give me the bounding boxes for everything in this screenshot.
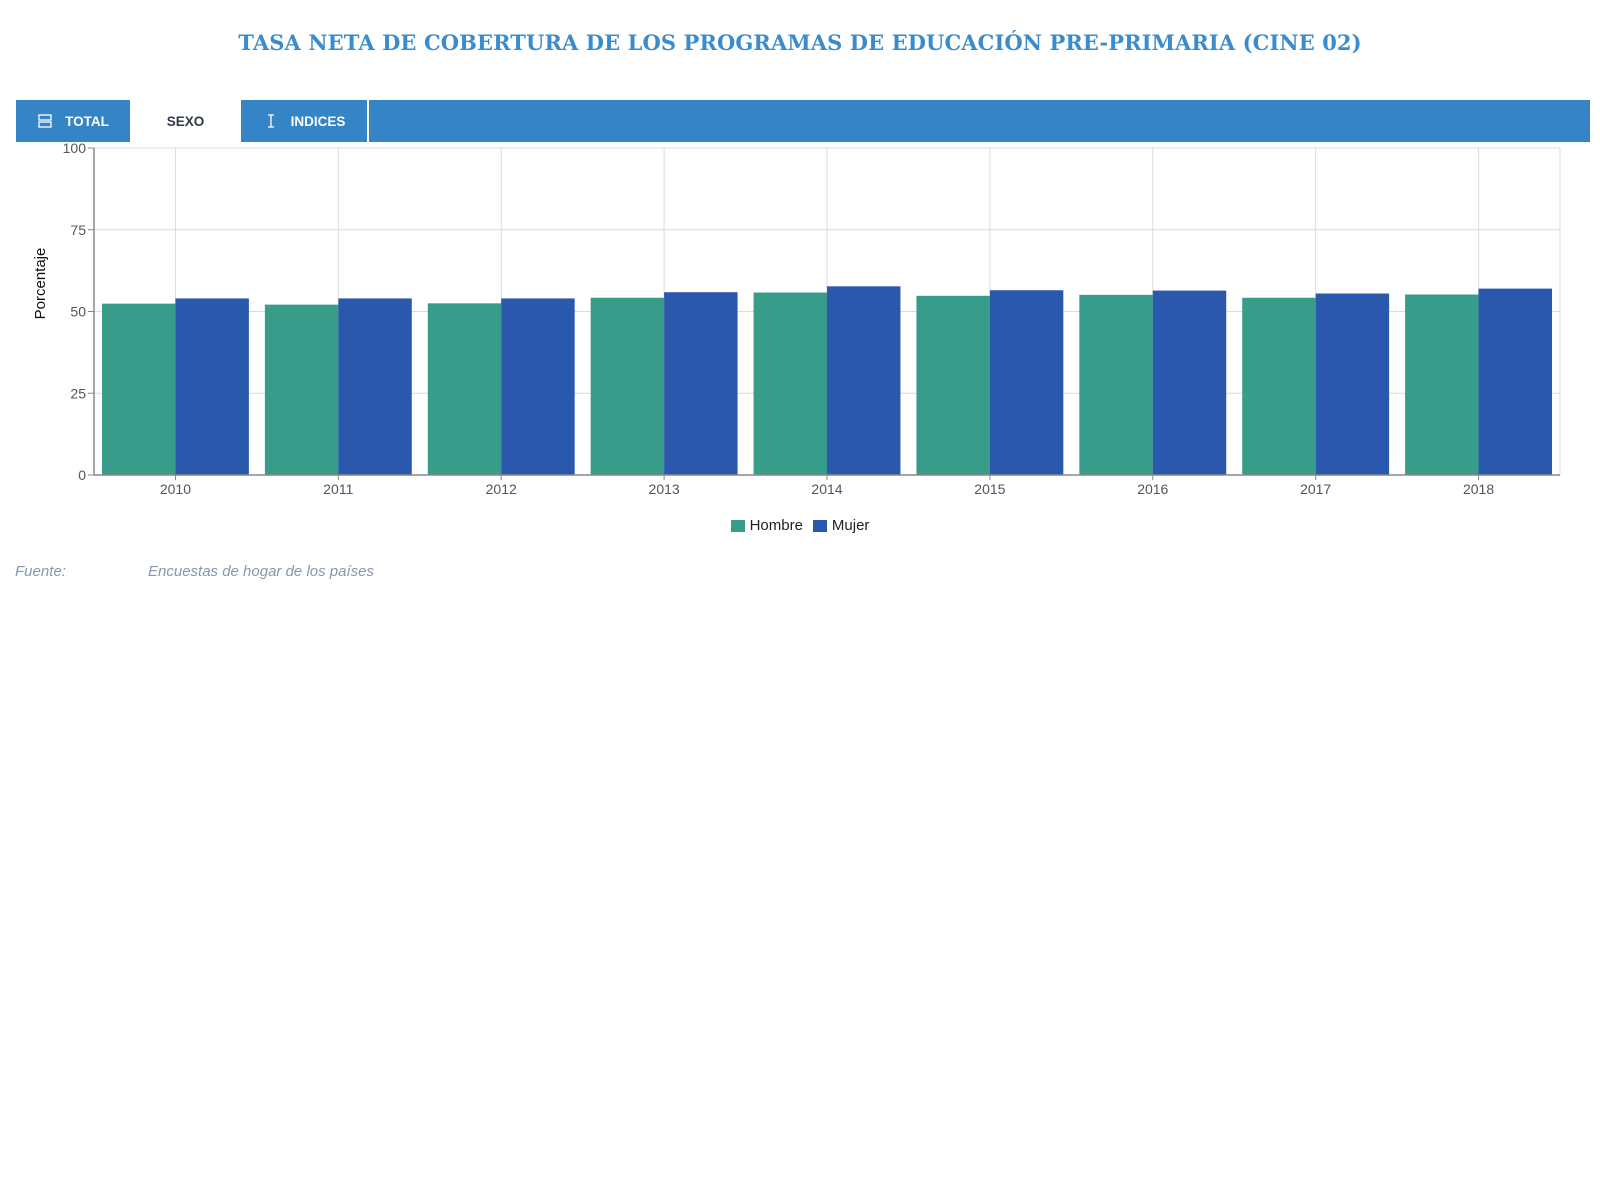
- tab-total-label: TOTAL: [65, 113, 109, 129]
- bar-hombre-2014: [753, 292, 827, 475]
- source-value: Encuestas de hogar de los países: [148, 563, 374, 580]
- bar-hombre-2016: [1079, 294, 1153, 475]
- x-tick-label: 2012: [486, 481, 517, 497]
- bar-hombre-2013: [590, 297, 665, 475]
- x-tick-label: 2011: [323, 481, 353, 497]
- bar-chart: 0 25 50 75 100 2010 2011 2012 2013 2014 2015 2016 20…: [32, 140, 1561, 497]
- tab-sexo-label: SEXO: [166, 113, 205, 129]
- text-cursor-icon: [267, 114, 274, 128]
- bar-mujer-2013: [664, 292, 738, 475]
- bar-hombre-2012: [427, 303, 502, 475]
- x-tick-label: 2013: [649, 481, 680, 497]
- x-tick-label: 2018: [1463, 481, 1494, 497]
- source-label: Fuente:: [15, 563, 66, 580]
- legend-label-hombre: Hombre: [749, 517, 803, 534]
- y-tick-label: 100: [63, 140, 87, 156]
- bar-hombre-2010: [102, 303, 176, 475]
- bar-hombre-2018: [1405, 294, 1479, 475]
- legend-item-hombre[interactable]: Hombre: [730, 517, 803, 534]
- bar-hombre-2011: [264, 304, 339, 475]
- x-tick-label: 2016: [1137, 481, 1168, 497]
- tab-bar: TOTAL SEXO INDICES: [16, 100, 1590, 142]
- bar-mujer-2011: [338, 298, 412, 475]
- x-tick-label: 2014: [811, 481, 842, 497]
- tab-indices[interactable]: INDICES: [241, 100, 367, 142]
- x-tick-label: 2010: [160, 481, 191, 497]
- bar-mujer-2017: [1315, 293, 1390, 475]
- chart-legend: Hombre Mujer: [0, 517, 1600, 534]
- x-tick-label: 2015: [974, 481, 1005, 497]
- page-title: TASA NETA DE COBERTURA DE LOS PROGRAMAS …: [238, 30, 1362, 55]
- bar-mujer-2016: [1152, 290, 1227, 475]
- legend-label-mujer: Mujer: [831, 517, 870, 534]
- legend-swatch-hombre: [730, 519, 745, 532]
- bar-mujer-2012: [501, 298, 575, 475]
- y-tick-label: 75: [70, 222, 86, 238]
- bar-mujer-2014: [827, 286, 901, 475]
- bar-hombre-2015: [916, 295, 990, 475]
- x-tick-label: 2017: [1300, 481, 1331, 497]
- tab-indices-label: INDICES: [290, 113, 346, 129]
- tab-total[interactable]: TOTAL: [16, 100, 130, 142]
- stacked-rows-icon: [38, 114, 52, 128]
- tab-separator: [367, 100, 369, 142]
- bar-hombre-2017: [1242, 297, 1316, 475]
- bar-mujer-2010: [175, 298, 249, 475]
- legend-item-mujer[interactable]: Mujer: [812, 517, 870, 534]
- source-note: Fuente: Encuestas de hogar de los países: [15, 563, 374, 580]
- bar-mujer-2015: [989, 290, 1064, 475]
- y-tick-label: 50: [70, 304, 86, 320]
- tab-sexo[interactable]: SEXO: [130, 100, 241, 142]
- bar-mujer-2018: [1478, 288, 1552, 475]
- legend-swatch-mujer: [812, 519, 827, 532]
- y-tick-label: 25: [70, 385, 86, 401]
- y-tick-label: 0: [78, 467, 86, 483]
- y-axis-title: Porcentaje: [32, 248, 49, 320]
